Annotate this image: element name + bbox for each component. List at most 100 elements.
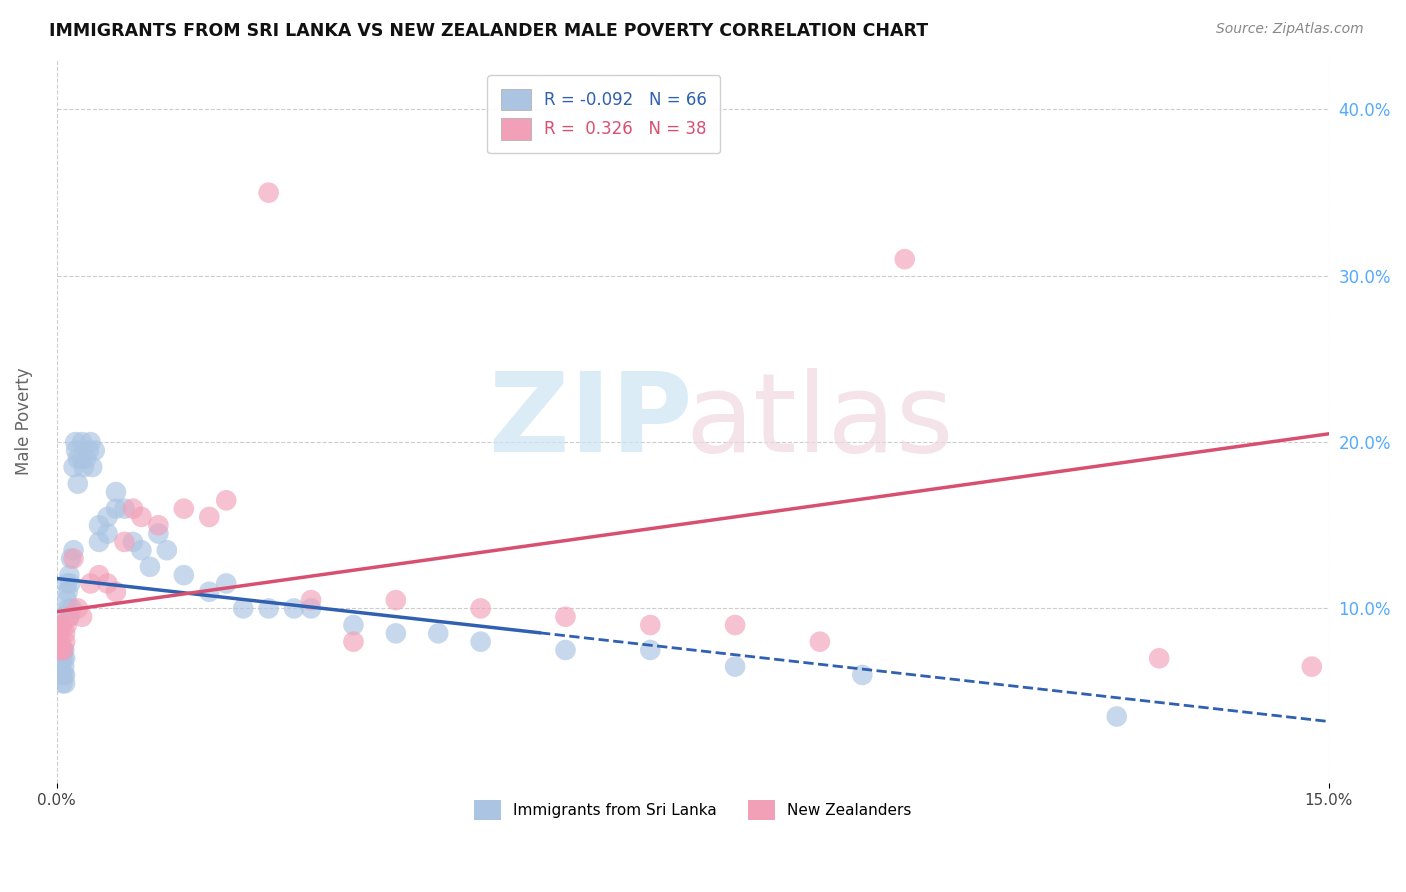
Point [58, 568, 80, 582]
Point [470, 601, 492, 615]
Point [1301, 659, 1323, 673]
Point [427, 626, 450, 640]
Point [724, 659, 747, 673]
Point [75, 451, 97, 466]
Point [96, 510, 118, 524]
Point [70, 609, 93, 624]
Point [51, 643, 73, 657]
Point [52, 643, 75, 657]
Point [58, 609, 80, 624]
Point [58, 609, 80, 624]
Point [58, 601, 80, 615]
Point [232, 601, 254, 615]
Point [385, 593, 408, 607]
Point [114, 535, 136, 549]
Point [56, 584, 79, 599]
Point [53, 659, 76, 673]
Point [96, 576, 118, 591]
Point [62, 543, 84, 558]
Point [46, 609, 69, 624]
Point [51, 643, 73, 657]
Point [640, 643, 662, 657]
Point [1147, 651, 1170, 665]
Point [724, 618, 747, 632]
Point [122, 535, 145, 549]
Point [893, 252, 915, 267]
Point [156, 543, 179, 558]
Point [53, 668, 76, 682]
Point [173, 568, 195, 582]
Point [62, 551, 84, 566]
Point [49, 659, 72, 673]
Point [51, 676, 73, 690]
Point [83, 443, 105, 458]
Text: atlas: atlas [686, 368, 955, 475]
Point [49, 618, 72, 632]
Point [62, 460, 84, 475]
Point [65, 443, 87, 458]
Point [56, 593, 79, 607]
Point [342, 634, 364, 648]
Point [173, 501, 195, 516]
Point [56, 618, 79, 632]
Point [73, 460, 96, 475]
Point [48, 626, 70, 640]
Point [104, 485, 127, 500]
Point [66, 476, 89, 491]
Point [66, 601, 89, 615]
Point [70, 435, 93, 450]
Point [53, 643, 76, 657]
Point [131, 510, 153, 524]
Point [342, 618, 364, 632]
Text: ZIP: ZIP [489, 368, 693, 475]
Point [554, 643, 576, 657]
Point [52, 668, 75, 682]
Point [79, 576, 101, 591]
Legend: Immigrants from Sri Lanka, New Zealanders: Immigrants from Sri Lanka, New Zealander… [468, 794, 918, 826]
Point [51, 618, 73, 632]
Point [114, 501, 136, 516]
Point [122, 501, 145, 516]
Point [215, 576, 238, 591]
Point [104, 584, 127, 599]
Point [59, 576, 82, 591]
Point [70, 451, 93, 466]
Point [49, 643, 72, 657]
Point [148, 518, 170, 533]
Point [851, 668, 873, 682]
Point [257, 601, 280, 615]
Point [87, 535, 110, 549]
Point [283, 601, 305, 615]
Point [96, 526, 118, 541]
Point [808, 634, 831, 648]
Point [53, 676, 76, 690]
Point [56, 576, 79, 591]
Point [65, 435, 87, 450]
Point [640, 618, 662, 632]
Point [87, 568, 110, 582]
Point [148, 526, 170, 541]
Point [257, 186, 280, 200]
Point [66, 451, 89, 466]
Point [470, 634, 492, 648]
Point [46, 643, 69, 657]
Y-axis label: Male Poverty: Male Poverty [15, 368, 32, 475]
Point [51, 668, 73, 682]
Point [554, 609, 576, 624]
Point [51, 651, 73, 665]
Point [52, 651, 75, 665]
Point [53, 651, 76, 665]
Point [49, 634, 72, 648]
Point [46, 634, 69, 648]
Point [60, 551, 83, 566]
Point [79, 435, 101, 450]
Point [60, 601, 83, 615]
Point [87, 518, 110, 533]
Point [215, 493, 238, 508]
Point [299, 601, 322, 615]
Point [299, 593, 322, 607]
Point [198, 510, 221, 524]
Point [53, 626, 76, 640]
Point [198, 584, 221, 599]
Text: Source: ZipAtlas.com: Source: ZipAtlas.com [1216, 22, 1364, 37]
